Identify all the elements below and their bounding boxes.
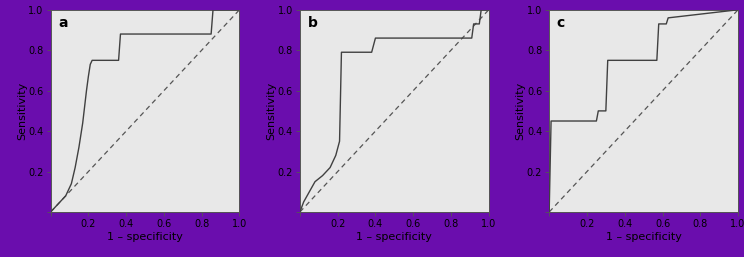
Y-axis label: Sensitivity: Sensitivity	[17, 82, 27, 140]
X-axis label: 1 – specificity: 1 – specificity	[107, 232, 183, 242]
Y-axis label: Sensitivity: Sensitivity	[266, 82, 276, 140]
Text: c: c	[557, 16, 565, 30]
Text: a: a	[58, 16, 68, 30]
X-axis label: 1 – specificity: 1 – specificity	[606, 232, 682, 242]
Y-axis label: Sensitivity: Sensitivity	[516, 82, 525, 140]
Text: b: b	[307, 16, 318, 30]
X-axis label: 1 – specificity: 1 – specificity	[356, 232, 432, 242]
